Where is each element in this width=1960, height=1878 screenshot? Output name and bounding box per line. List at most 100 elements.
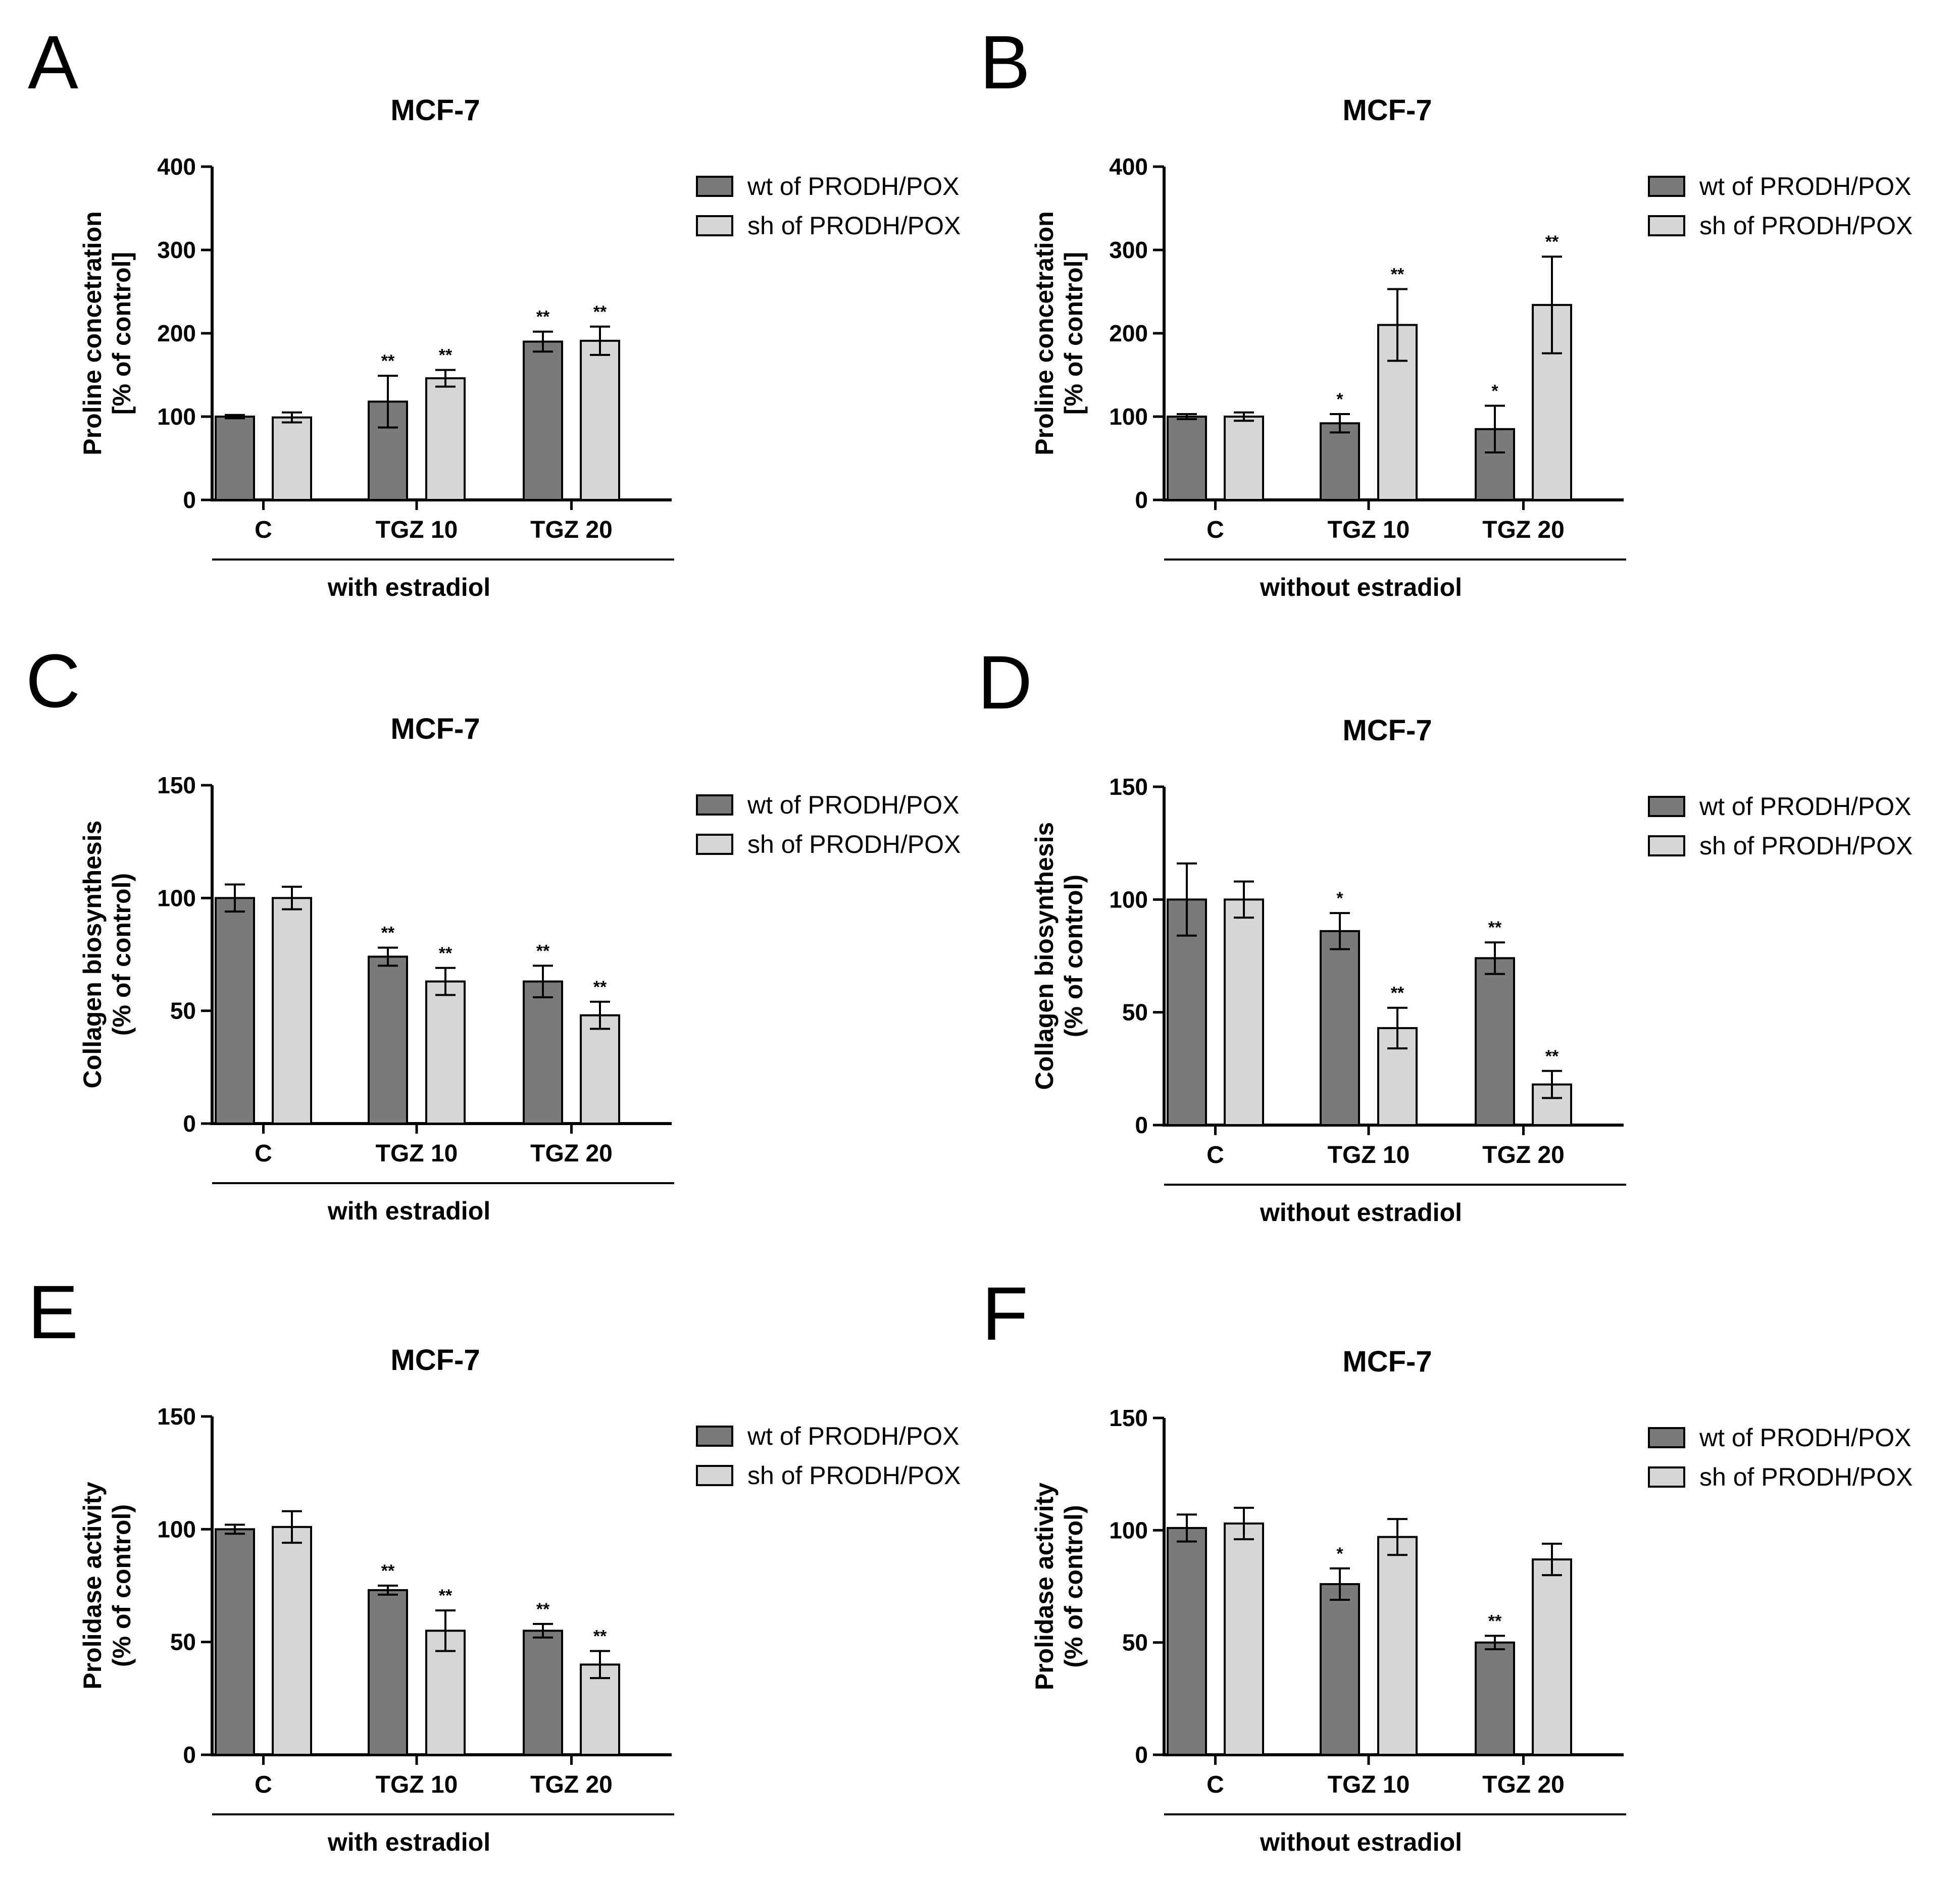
bar (580, 339, 620, 501)
bar (523, 980, 563, 1125)
legend-label: sh of PRODH/POX (1699, 212, 1913, 240)
significance-mark: ** (381, 924, 395, 943)
panel-e: E MCF-7 Prolidase activity (% of control) 0 5… (28, 1270, 961, 1856)
x-tick-label: C (255, 1140, 272, 1167)
x-tick-label: TGZ 20 (1482, 1142, 1565, 1169)
chart-title: MCF-7 (1342, 94, 1432, 127)
panel-letter: B (980, 20, 1030, 105)
x-tick-label: TGZ 10 (376, 1771, 458, 1798)
bar (1532, 1558, 1572, 1756)
chart-title: MCF-7 (390, 713, 480, 745)
y-tick-label: 300 (157, 237, 196, 263)
y-tick-label: 150 (1109, 774, 1148, 800)
y-tick-label: 200 (1109, 320, 1148, 346)
y-tick-label: 0 (1135, 1112, 1148, 1138)
y-tick-label: 50 (170, 1629, 196, 1655)
y-axis-label-line: Proline concetration (1030, 211, 1059, 455)
y-tick-label: 100 (157, 1516, 196, 1542)
y-tick-label: 0 (183, 1110, 196, 1137)
y-axis-label: Collagen biosynthesis (% of control) (1030, 822, 1088, 1090)
y-tick-label: 200 (157, 320, 196, 346)
y-axis-label-line: Collagen biosynthesis (1030, 822, 1059, 1090)
legend-label: wt of PRODH/POX (1699, 1424, 1912, 1452)
bar (425, 980, 466, 1125)
panel-f: F MCF-7 Prolidase activity (% of control) 0 5… (982, 1271, 1913, 1856)
y-axis-label: Prolidase activity (% of control) (1030, 1483, 1088, 1690)
y-axis-label-line: (% of control) (1060, 1505, 1088, 1667)
significance-mark: ** (536, 308, 550, 327)
bar (425, 377, 466, 501)
bar (1475, 1641, 1515, 1756)
x-tick-label: TGZ 10 (376, 1140, 458, 1167)
bar (580, 1014, 620, 1125)
y-tick-label: 0 (1135, 487, 1148, 513)
x-tick-label: C (255, 1771, 272, 1798)
y-tick-label: 400 (1109, 154, 1148, 180)
significance-mark: ** (536, 1600, 550, 1619)
panel-letter: A (28, 20, 78, 105)
bar (368, 1589, 408, 1756)
significance-mark: ** (439, 346, 453, 365)
significance-mark: ** (593, 302, 607, 322)
legend-swatch (696, 794, 733, 816)
legend-label: sh of PRODH/POX (747, 1461, 961, 1490)
significance-mark: ** (1488, 918, 1502, 937)
legend-label: wt of PRODH/POX (747, 172, 960, 200)
x-tick-label: C (1207, 1771, 1224, 1798)
legend-label: wt of PRODH/POX (1699, 172, 1912, 200)
chart-title: MCF-7 (1342, 714, 1432, 747)
y-tick-label: 0 (183, 487, 196, 513)
y-tick-label: 0 (1135, 1742, 1148, 1768)
y-tick-label: 150 (157, 1403, 196, 1430)
bar (215, 1528, 255, 1756)
legend-swatch (696, 215, 733, 236)
chart-title: MCF-7 (1342, 1345, 1432, 1378)
y-tick-label: 100 (157, 885, 196, 911)
legend-label: sh of PRODH/POX (747, 830, 961, 858)
legend-swatch (1648, 796, 1685, 817)
group-label: with estradiol (327, 1197, 490, 1225)
bar (1167, 1527, 1207, 1756)
bar (1224, 1522, 1264, 1756)
significance-mark: ** (1545, 1047, 1559, 1066)
bar (1167, 898, 1207, 1127)
bar (523, 340, 563, 501)
group-label: without estradiol (1260, 1198, 1462, 1227)
legend-swatch (1648, 176, 1685, 197)
x-tick-label: TGZ 10 (1328, 1142, 1410, 1169)
bar (1377, 1536, 1418, 1756)
bar (272, 416, 312, 501)
y-tick-label: 400 (157, 154, 196, 180)
y-axis-label-line: [% of control] (108, 252, 136, 415)
y-axis-label: Prolidase activity (% of control) (78, 1482, 136, 1689)
y-axis-label-line: (% of control) (108, 873, 136, 1036)
bar (425, 1630, 466, 1756)
x-tick-label: TGZ 20 (530, 517, 613, 543)
significance-mark: * (1336, 1544, 1343, 1563)
bar (1377, 324, 1418, 501)
y-axis-label-line: [% of control] (1060, 252, 1088, 415)
x-tick-label: TGZ 20 (530, 1140, 613, 1167)
bar (1320, 1583, 1360, 1756)
y-axis-label: Proline concetration [% of control] (78, 211, 136, 455)
bar (580, 1663, 620, 1756)
x-tick-label: TGZ 20 (530, 1771, 613, 1798)
y-tick-label: 50 (1122, 1630, 1148, 1656)
significance-mark: ** (593, 1627, 607, 1646)
bar (215, 897, 255, 1125)
x-tick-label: TGZ 20 (1482, 517, 1565, 543)
y-tick-label: 0 (183, 1742, 196, 1768)
panel-d: D MCF-7 Collagen biosynthesis (% of control… (978, 640, 1913, 1227)
x-tick-label: TGZ 10 (1328, 1771, 1410, 1798)
x-tick-label: TGZ 10 (1328, 517, 1410, 543)
bar (215, 416, 255, 501)
panel-c: C MCF-7 Collagen biosynthesis (% of control… (26, 638, 961, 1225)
y-tick-label: 100 (1109, 403, 1148, 430)
y-tick-label: 50 (170, 998, 196, 1024)
chart-title: MCF-7 (390, 1344, 480, 1377)
significance-mark: ** (1545, 232, 1559, 251)
y-axis-label-line: (% of control) (108, 1504, 136, 1667)
significance-mark: ** (1488, 1611, 1502, 1631)
legend-label: wt of PRODH/POX (1699, 792, 1912, 821)
